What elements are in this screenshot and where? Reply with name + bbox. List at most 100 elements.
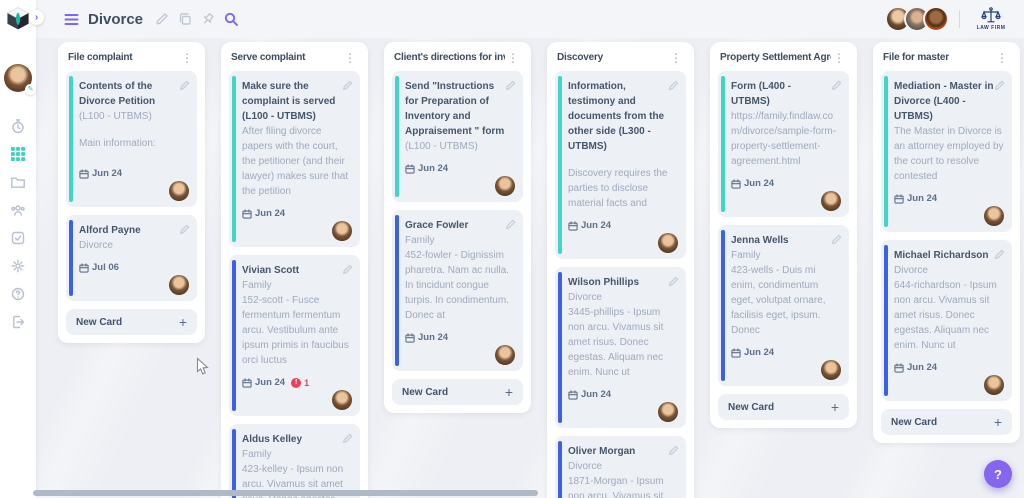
edit-card-icon[interactable] <box>342 262 353 275</box>
team-member-avatar-3[interactable] <box>923 6 949 32</box>
assignee-avatar[interactable] <box>332 390 352 410</box>
assignee-avatar[interactable] <box>495 176 515 196</box>
edit-card-icon[interactable] <box>668 274 679 287</box>
card[interactable]: Alford Payne Divorce Jul 06 <box>66 215 197 301</box>
card-date: Jun 24 <box>744 347 775 358</box>
edit-card-icon[interactable] <box>994 78 1005 91</box>
assignee-avatar[interactable] <box>495 345 515 365</box>
logout-icon[interactable] <box>10 314 26 330</box>
edit-profile-icon[interactable]: ✎ <box>25 84 36 95</box>
edit-card-icon[interactable] <box>994 247 1005 260</box>
card[interactable]: Mediation - Master in Divorce (L400 - UT… <box>881 71 1012 232</box>
calendar-icon <box>568 220 578 231</box>
card-list: Form (L400 - UTBMS) https://family.findl… <box>718 71 849 386</box>
column-menu-icon[interactable]: ⋮ <box>670 50 682 65</box>
card[interactable]: Michael Richardson Divorce 644-richardso… <box>881 240 1012 401</box>
edit-card-icon[interactable] <box>668 78 679 91</box>
pin-board-icon[interactable] <box>201 12 215 26</box>
horizontal-scrollbar[interactable] <box>33 490 538 496</box>
column-menu-icon[interactable]: ⋮ <box>181 50 193 65</box>
due-date-chip: Jun 24 <box>894 362 937 373</box>
edit-card-icon[interactable] <box>179 78 190 91</box>
due-date-chip: Jun 24 <box>568 389 611 400</box>
column-title: Discovery <box>557 52 604 63</box>
card-date: Jun 24 <box>255 377 286 388</box>
column-header: Client's directions for inventory ⋮ <box>394 50 521 65</box>
card-avatar-row <box>894 375 1004 395</box>
card-meta: Jun 24 <box>568 389 678 400</box>
profile-avatar[interactable]: ✎ <box>4 64 36 95</box>
edit-card-icon[interactable] <box>505 217 516 230</box>
tasks-icon[interactable] <box>10 230 26 246</box>
folders-icon[interactable] <box>10 174 26 190</box>
timer-icon[interactable] <box>10 118 26 134</box>
new-card-button[interactable]: New Card + <box>66 309 197 335</box>
calendar-icon <box>894 193 904 204</box>
settings-gear-icon[interactable] <box>10 258 26 274</box>
due-date-chip: Jun 24 <box>568 220 611 231</box>
assignee-avatar[interactable] <box>658 233 678 253</box>
edit-card-icon[interactable] <box>342 78 353 91</box>
assignee-avatar[interactable] <box>984 375 1004 395</box>
new-card-button[interactable]: New Card + <box>718 394 849 420</box>
card-date: Jul 06 <box>92 262 119 273</box>
assignee-avatar[interactable] <box>169 275 189 295</box>
new-card-button[interactable]: New Card + <box>881 409 1012 435</box>
card[interactable]: Grace Fowler Family 452-fowler - Digniss… <box>392 210 523 371</box>
card[interactable]: Make sure the complaint is served (L100 … <box>229 71 360 247</box>
due-date-chip: Jun 24 <box>894 193 937 204</box>
column-menu-icon[interactable]: ⋮ <box>344 50 356 65</box>
plus-icon: + <box>830 399 839 415</box>
app-logo[interactable] <box>0 0 36 36</box>
calendar-icon <box>405 163 415 174</box>
scales-icon <box>981 7 1001 23</box>
search-icon[interactable] <box>224 12 238 26</box>
copy-board-icon[interactable] <box>178 12 192 26</box>
card[interactable]: Aldus Kelley Family 423-kelley - Ipsum n… <box>229 424 360 498</box>
edit-card-icon[interactable] <box>342 431 353 444</box>
assignee-avatar[interactable] <box>984 206 1004 226</box>
edit-card-icon[interactable] <box>831 78 842 91</box>
card-list: Make sure the complaint is served (L100 … <box>229 71 360 498</box>
edit-card-icon[interactable] <box>831 232 842 245</box>
boards-grid-icon[interactable] <box>10 146 26 162</box>
edit-card-icon[interactable] <box>668 443 679 456</box>
assignee-avatar[interactable] <box>169 181 189 201</box>
card[interactable]: Oliver Morgan Divorce 1871-Morgan - Ipsu… <box>555 436 686 498</box>
law-firm-logo: LAW FIRM <box>970 7 1012 31</box>
column-menu-icon[interactable]: ⋮ <box>833 50 845 65</box>
edit-board-icon[interactable] <box>155 12 169 26</box>
calendar-icon <box>568 389 578 400</box>
sidebar-expand-button[interactable]: › <box>29 10 44 25</box>
card-title: Alford Payne <box>79 225 141 236</box>
assignee-avatar[interactable] <box>658 402 678 422</box>
card[interactable]: Information, testimony and documents fro… <box>555 71 686 259</box>
card[interactable]: Form (L400 - UTBMS) https://family.findl… <box>718 71 849 217</box>
edit-card-icon[interactable] <box>505 78 516 91</box>
card[interactable]: Vivian Scott Family 152-scott - Fusce fe… <box>229 255 360 416</box>
calendar-icon <box>242 377 252 388</box>
card-subtitle: (L100 - UTBMS) <box>405 141 478 152</box>
new-card-label: New Card <box>728 401 775 413</box>
assignee-avatar[interactable] <box>332 221 352 241</box>
card[interactable]: Contents of the Divorce Petition (L100 -… <box>66 71 197 207</box>
column-menu-icon[interactable]: ⋮ <box>996 50 1008 65</box>
help-button[interactable]: ? <box>984 460 1012 488</box>
assignee-avatar[interactable] <box>821 191 841 211</box>
assignee-avatar[interactable] <box>821 360 841 380</box>
edit-card-icon[interactable] <box>179 222 190 235</box>
card-date: Jun 24 <box>907 193 938 204</box>
card[interactable]: Jenna Wells Family 423-wells - Duis mi e… <box>718 225 849 386</box>
column-header: Property Settlement Agreement ⋮ <box>720 50 847 65</box>
card-description: 452-fowler - Dignissim pharetra. Nam ac … <box>405 250 509 321</box>
column-header: File complaint ⋮ <box>68 50 195 65</box>
column-menu-icon[interactable]: ⋮ <box>507 50 519 65</box>
new-card-label: New Card <box>402 386 449 398</box>
help-circle-icon[interactable] <box>10 286 26 302</box>
team-icon[interactable] <box>10 202 26 218</box>
new-card-button[interactable]: New Card + <box>392 379 523 405</box>
card[interactable]: Wilson Phillips Divorce 3445-phillips - … <box>555 267 686 428</box>
menu-icon[interactable] <box>64 12 79 27</box>
card[interactable]: Send "Instructions for Preparation of In… <box>392 71 523 202</box>
card-meta: Jun 24 <box>405 163 515 174</box>
